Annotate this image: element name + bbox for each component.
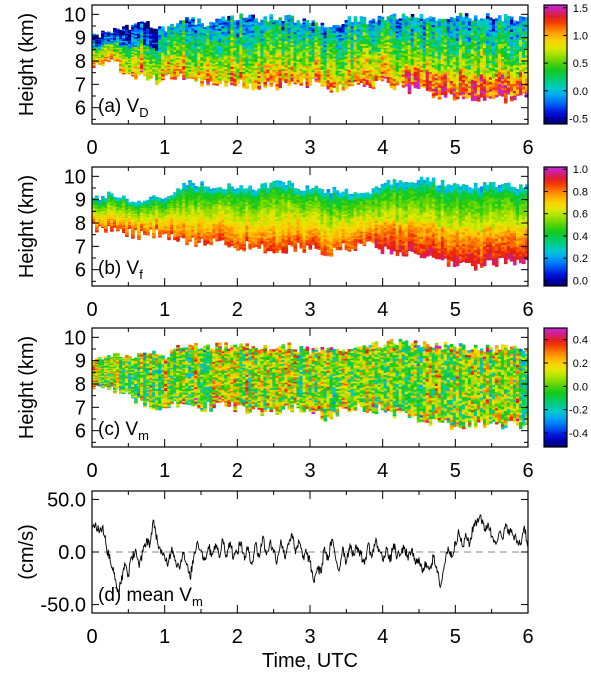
heatmap-cell — [170, 24, 174, 26]
y-tick-label: 7 — [75, 74, 86, 96]
heatmap-cell — [197, 18, 201, 20]
heatmap-cell — [290, 16, 294, 19]
heatmap-cell — [321, 23, 325, 25]
heatmap-cells-a — [92, 13, 529, 104]
heatmap-cell — [254, 18, 258, 21]
heatmap-cell — [474, 15, 478, 18]
heatmap-cell — [402, 14, 406, 17]
colorbar-tick-label: 0.5 — [573, 58, 588, 70]
y-tick-label: 9 — [75, 28, 86, 50]
heatmap-cell — [432, 17, 436, 20]
heatmap-cell — [348, 16, 352, 19]
heatmap-cell — [354, 16, 358, 19]
y-tick-label: 8 — [75, 51, 86, 73]
heatmap-cell — [372, 19, 376, 22]
heatmap-cell — [278, 17, 282, 20]
heatmap-cell — [101, 31, 105, 33]
colorbar-a — [544, 5, 567, 124]
colorbar-tick-label: 0.0 — [573, 86, 588, 98]
heatmap-cell — [420, 14, 424, 17]
heatmap-cell — [230, 15, 234, 18]
colorbar-tick-label: 1.5 — [573, 3, 588, 15]
heatmap-cell — [296, 20, 300, 22]
colorbar-tick-label: -0.5 — [569, 113, 588, 125]
colorbar-tick-label: 1.0 — [573, 30, 588, 42]
heatmap-cell — [200, 23, 204, 25]
heatmap-cell — [393, 14, 397, 17]
heatmap-cell — [185, 17, 189, 19]
heatmap-cell — [269, 14, 273, 17]
heatmap-cell — [239, 13, 243, 16]
heatmap-cell — [263, 16, 267, 19]
heatmap-cell — [381, 17, 385, 19]
heatmap-cell — [411, 14, 415, 17]
heatmap-cell — [486, 13, 490, 16]
heatmap-cell — [191, 17, 195, 19]
heatmap-cell — [125, 25, 129, 27]
heatmap-cell — [305, 20, 309, 23]
heatmap-cell — [510, 17, 514, 20]
heatmap-cell — [161, 26, 165, 28]
heatmap-cell — [465, 13, 469, 16]
heatmap-cell — [95, 35, 99, 36]
heatmap-cell — [363, 17, 367, 20]
heatmap-cell — [312, 20, 316, 22]
heatmap-cell — [146, 21, 150, 23]
y-tick-label: 6 — [75, 98, 86, 120]
heatmap-cell — [221, 16, 225, 18]
y-tick-label: 10 — [64, 4, 86, 26]
heatmap-cell — [251, 15, 255, 18]
heatmap-cell — [498, 15, 502, 18]
heatmap-cell — [315, 22, 319, 24]
heatmap-cell — [459, 13, 463, 16]
